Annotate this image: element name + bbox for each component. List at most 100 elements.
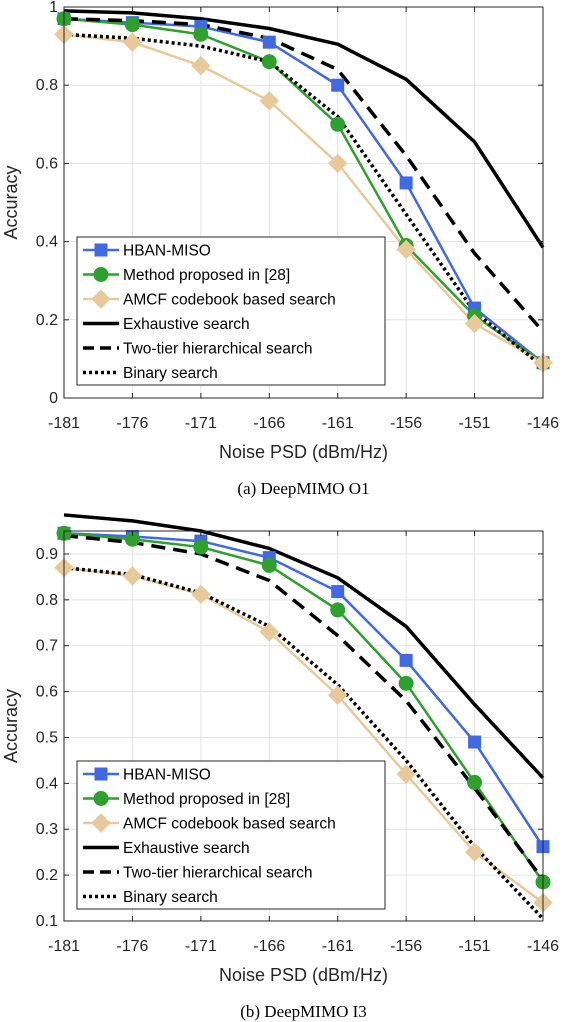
series-2-point [193,539,209,555]
series-1-point [399,176,413,190]
x-tick-label: -156 [390,415,422,432]
legend-marker-1 [94,767,108,781]
series-3-point [191,55,211,76]
series-3-point [464,314,485,334]
y-axis-label: Accuracy [1,689,21,763]
series-2-point [261,54,277,70]
y-tick-label: 1 [49,0,58,16]
series-1-point [331,585,345,599]
x-tick-label: -171 [185,415,217,432]
y-tick-label: 0.4 [36,234,58,251]
series-1-point [468,735,482,749]
x-tick-label: -146 [527,938,559,955]
series-3-point [396,239,416,260]
y-tick-label: 0.5 [36,729,58,746]
legend-marker-1 [94,243,108,257]
y-tick-label: 0.9 [36,546,58,563]
series-line-4 [63,9,545,249]
legend: HBAN-MISO Method proposed in [28] AMCF cod… [76,760,386,910]
x-tick-label: -181 [48,415,80,432]
series-2-point [330,602,346,618]
y-tick-label: 0 [49,390,58,407]
series-1-point [262,35,276,49]
series-line-2 [63,17,544,364]
legend-marker-2 [93,267,109,282]
axes-frame [63,530,544,922]
legend-label-2: Method proposed in [28] [123,791,290,808]
x-tick-label: -146 [527,415,559,432]
legend-marker-2 [93,791,109,806]
legend-marker-3 [91,289,111,309]
x-tick-label: -166 [253,415,285,432]
series-line-4 [63,513,545,780]
series-3-point [464,842,485,862]
legend-label-3: AMCF codebook based search [123,816,336,833]
legend-label-2: Method proposed in [28] [123,267,290,284]
x-tick-label: -181 [48,938,80,955]
legend-box [76,236,386,386]
legend-label-5: Two-tier hierarchical search [123,865,313,882]
series-2-point [261,557,277,573]
x-tick-label: -151 [459,938,491,955]
y-tick-label: 0.7 [36,638,58,655]
chart-panel-a: -181 -176 -171 -166 -161 -156 -151 -146 0 0.2 0.4 0… [1,0,559,498]
y-tick-label: 0.8 [36,77,58,94]
legend-box [76,760,386,910]
y-tick-label: 0.1 [36,913,58,930]
legend-label-5: Two-tier hierarchical search [123,341,313,358]
series-1-point [399,653,413,667]
series-line-6 [63,32,545,369]
y-tick-label: 0.3 [36,821,58,838]
series-3-point [191,584,211,605]
y-tick-label: 0.2 [36,312,58,329]
series-3-point [328,153,348,174]
x-tick-label: -156 [390,938,422,955]
series-line-5 [63,533,545,881]
legend-label-4: Exhaustive search [123,840,250,857]
legend-marker-3 [91,813,111,833]
y-tick-label: 0.4 [36,775,58,792]
series-line-3 [63,33,544,364]
x-tick-label: -171 [185,938,217,955]
y-tick-label: 0.6 [36,684,58,701]
legend-label-1: HBAN-MISO [123,243,211,260]
x-axis-label: Noise PSD (dBm/Hz) [219,442,388,462]
y-tick-label: 0.6 [36,155,58,172]
legend-label-4: Exhaustive search [123,316,250,333]
series-3-point [396,764,416,784]
series-1-point [331,78,345,92]
series-3-point [328,685,348,705]
y-tick-label: 0.2 [36,867,58,884]
series-line-1 [63,532,545,848]
x-tick-label: -151 [459,415,491,432]
figure-caption: (b) DeepMIMO I3 [240,1002,367,1021]
series-line-5 [63,16,545,333]
figure-caption: (a) DeepMIMO O1 [237,479,369,498]
legend-label-6: Binary search [123,889,218,906]
series-2-point [467,774,483,790]
series-line-2 [63,532,545,883]
x-tick-label: -161 [322,938,354,955]
x-tick-label: -176 [116,415,148,432]
legend: HBAN-MISO Method proposed in [28] AMCF cod… [76,236,386,386]
series-2-point [193,26,209,42]
series-2-point [124,17,140,33]
chart-panel-b: -181 -176 -171 -166 -161 -156 -151 -146 0.1 0.2 0.… [1,513,559,1021]
series-2-point [398,675,414,691]
series-2-point [330,116,346,132]
legend-label-6: Binary search [123,365,218,382]
series-line-6 [63,565,545,920]
series-3-point [122,32,143,52]
series-3-point [259,622,279,642]
x-tick-label: -161 [322,415,354,432]
y-tick-label: 0.8 [36,592,58,609]
x-tick-label: -166 [253,938,285,955]
x-tick-label: -176 [116,938,148,955]
y-axis-label: Accuracy [1,165,21,239]
series-3-point [259,91,279,111]
x-axis-label: Noise PSD (dBm/Hz) [219,965,388,985]
series-line-1 [63,17,544,364]
legend-label-1: HBAN-MISO [123,767,211,784]
series-3-point [122,566,143,586]
